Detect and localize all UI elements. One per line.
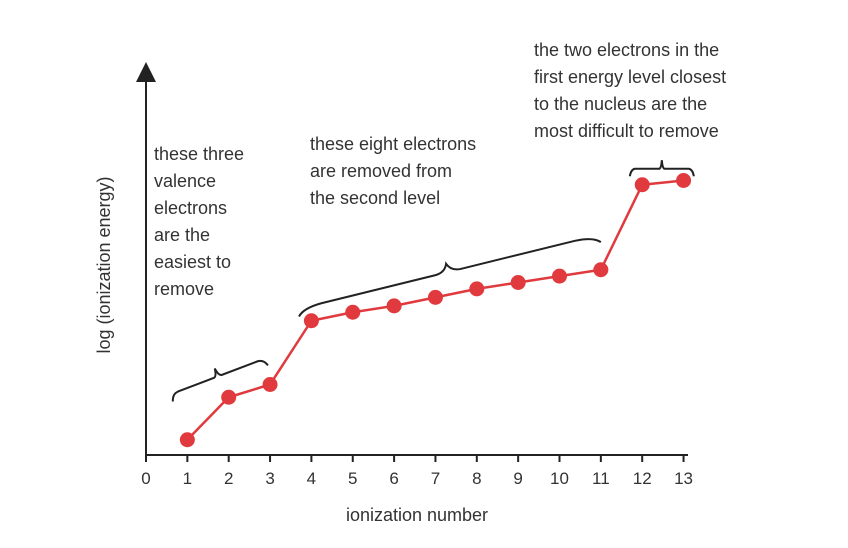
x-tick-label: 5 — [348, 469, 357, 488]
curly-brace — [628, 160, 695, 177]
series-segment — [599, 184, 644, 271]
annotation-line: are removed from — [310, 161, 452, 181]
series-segment — [269, 320, 313, 386]
x-tick-label: 10 — [550, 469, 569, 488]
data-point — [345, 304, 361, 320]
annotation-line: these three — [154, 144, 244, 164]
x-tick-label: 1 — [183, 469, 192, 488]
y-axis-title: log (ionization energy) — [94, 176, 114, 353]
data-point — [427, 289, 443, 305]
annotation-second-level: these eight electrons are removed from the… — [310, 134, 476, 208]
annotation-line: remove — [154, 279, 214, 299]
curly-brace — [298, 238, 602, 318]
data-point — [221, 389, 237, 405]
annotation-line: are the — [154, 225, 210, 245]
x-tick-label: 13 — [674, 469, 693, 488]
data-point — [303, 313, 319, 329]
x-tick-label: 8 — [472, 469, 481, 488]
data-point — [179, 432, 195, 448]
data-point — [510, 275, 526, 290]
annotation-line: most difficult to remove — [534, 121, 719, 141]
series-segment — [186, 396, 230, 441]
curly-brace — [171, 359, 269, 402]
annotation-valence: these three valence electrons are the easies… — [154, 144, 244, 299]
annotation-line: electrons — [154, 198, 227, 218]
x-tick-label: 3 — [265, 469, 274, 488]
annotation-line: first energy level closest — [534, 67, 726, 87]
annotation-first-level: the two electrons in the first energy lev… — [534, 40, 726, 141]
x-tick-label: 7 — [431, 469, 440, 488]
annotation-line: the second level — [310, 188, 440, 208]
annotation-line: these eight electrons — [310, 134, 476, 154]
annotation-line: easiest to — [154, 252, 231, 272]
data-point — [634, 177, 650, 193]
annotation-line: the two electrons in the — [534, 40, 719, 60]
annotation-braces — [171, 160, 695, 402]
data-point — [593, 262, 609, 278]
data-point — [676, 173, 692, 188]
data-point — [262, 377, 278, 392]
x-tick-label: 11 — [592, 469, 610, 488]
data-point — [469, 281, 485, 297]
data-point — [386, 298, 402, 314]
x-tick-label: 4 — [307, 469, 316, 488]
series-layer — [179, 173, 692, 448]
x-tick-label: 6 — [389, 469, 398, 488]
x-tick-label: 12 — [633, 469, 652, 488]
x-axis-title: ionization number — [346, 505, 488, 525]
x-axis-ticks: 0 1 2 3 4 5 6 7 8 9 10 11 12 13 — [141, 455, 693, 488]
annotation-line: to the nucleus are the — [534, 94, 707, 114]
annotation-line: valence — [154, 171, 216, 191]
data-point — [552, 268, 567, 284]
x-tick-label: 0 — [141, 469, 150, 488]
x-tick-label: 2 — [224, 469, 233, 488]
x-tick-label: 9 — [513, 469, 522, 488]
